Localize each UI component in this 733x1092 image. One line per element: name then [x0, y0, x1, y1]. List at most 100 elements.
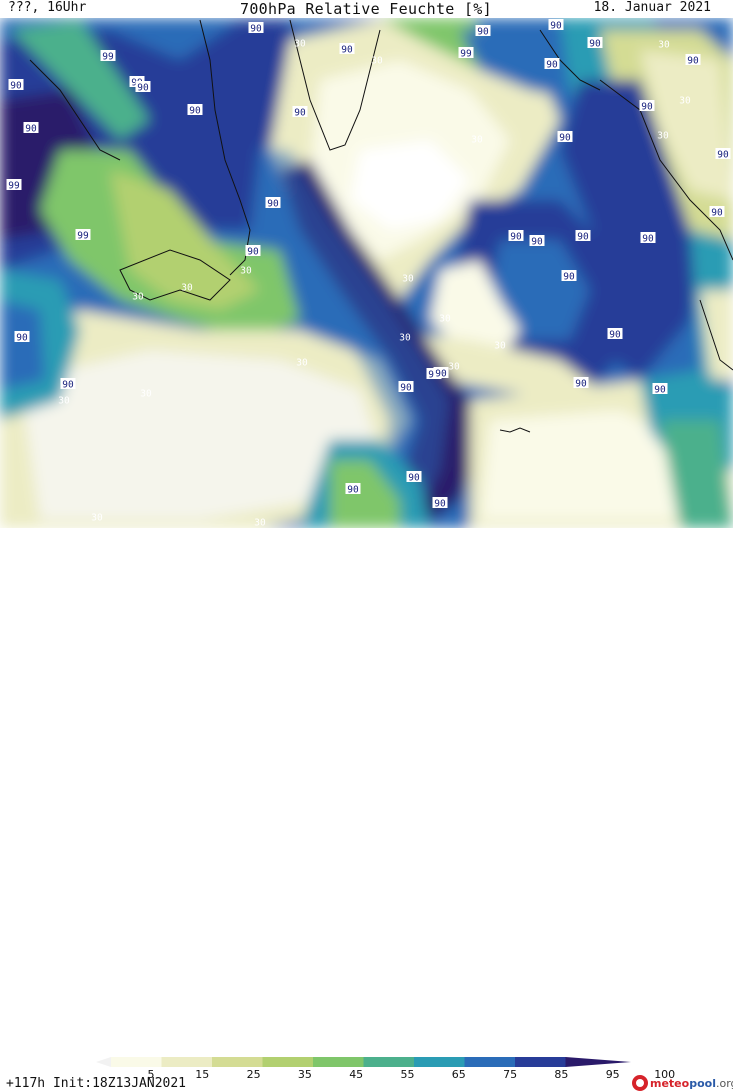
contour-label: 30 [439, 314, 451, 325]
colorbar-swatch [464, 1057, 516, 1067]
contour-label: 30 [181, 283, 193, 294]
contour-label-text: 30 [132, 292, 144, 303]
colorbar-swatch [262, 1057, 314, 1067]
contour-label: 30 [658, 40, 670, 51]
contour-label-text: 30 [658, 40, 670, 51]
colorbar-swatch [515, 1057, 566, 1067]
contour-label-bg [245, 245, 261, 256]
contour-label: 90 [292, 106, 308, 119]
contour-label-text: 90 [654, 385, 666, 396]
colorbar-swatch [414, 1057, 465, 1067]
contour-label-text: 30 [402, 274, 414, 285]
contour-label-bg [345, 483, 361, 494]
contour-label-text: 99 [460, 49, 472, 60]
contour-label: 90 [709, 206, 725, 219]
europe-coast [699, 299, 733, 371]
humidity-field: 9090903090309090903099999090909990909090… [0, 18, 733, 528]
contour-label-bg [14, 331, 30, 342]
colorbar-swatch [363, 1057, 415, 1067]
brand-part-2: pool [689, 1076, 716, 1090]
humidity-shading [0, 18, 733, 528]
greenland-coast [289, 19, 381, 151]
contour-label-bg [544, 58, 560, 69]
contour-label-text: 90 [434, 499, 446, 510]
contour-label-text: 90 [563, 272, 575, 283]
contour-label-text: 30 [657, 131, 669, 142]
contour-label: 90 [432, 497, 448, 510]
forecast-date-label: 18. Januar 2021 [593, 0, 711, 15]
contour-label: 90 [345, 483, 361, 496]
norway-coast [599, 79, 733, 261]
colorbar-tick: 85 [554, 1068, 569, 1081]
colorbar-tick: 75 [503, 1068, 518, 1081]
contour-label-bg [8, 79, 24, 90]
contour-label-bg [432, 497, 448, 508]
meteopool-logo[interactable]: meteo pool .org [632, 1074, 733, 1092]
contour-label: 30 [371, 56, 383, 67]
contour-label-text: 90 [189, 106, 201, 117]
contour-label: 90 [573, 377, 589, 390]
contour-label: 90 [652, 383, 668, 396]
contour-label-text: 90 [642, 234, 654, 245]
coastlines [29, 19, 733, 433]
contour-label-bg [23, 122, 39, 133]
azores-coast [499, 427, 531, 433]
contour-label: 90 [548, 19, 564, 32]
contour-label: 30 [58, 396, 70, 407]
contour-label-text: 30 [296, 358, 308, 369]
footer: 5 15 25 35 45 55 65 75 85 95 100 +117h Init:18Z13J… [0, 528, 733, 1091]
contour-label: 30 [471, 135, 483, 146]
colorbar [96, 1057, 631, 1067]
contour-label-bg [508, 230, 524, 241]
contour-label: 30 [657, 131, 669, 142]
chart-header: ???, 16Uhr 700hPa Relative Feuchte [%] 1… [0, 0, 733, 18]
contour-label-text: 90 [400, 383, 412, 394]
contour-label-bg [652, 383, 668, 394]
colorbar-swatch [161, 1057, 213, 1067]
contour-label-text: 30 [58, 396, 70, 407]
contour-label-bg [292, 106, 308, 117]
contour-label-bg [548, 19, 564, 30]
contour-label: 90 [265, 197, 281, 210]
contour-label-text: 90 [16, 333, 28, 344]
contour-label: 30 [294, 39, 306, 50]
forecast-time-label: ???, 16Uhr [8, 0, 87, 15]
contour-label-bg [640, 232, 656, 243]
contour-label: 30 [140, 389, 152, 400]
contour-label-text: 99 [102, 52, 114, 63]
colorbar-swatch [313, 1057, 364, 1067]
contour-label-text: 30 [294, 39, 306, 50]
iceland-coast [539, 29, 601, 91]
contour-label-bg [607, 328, 623, 339]
contour-label-bg [75, 229, 91, 240]
humidity-map: 9090903090309090903099999090909990909090… [0, 18, 733, 528]
contour-label-text: 90 [137, 83, 149, 94]
contour-label: 90 [575, 230, 591, 243]
contour-label: 90 [561, 270, 577, 283]
contour-label-bg [6, 179, 22, 190]
contour-label-text: 90 [10, 81, 22, 92]
contour-label-text: 90 [294, 108, 306, 119]
contour-label-text: 90 [341, 45, 353, 56]
contour-label: 90 [433, 367, 449, 380]
contour-label-text: 90 [717, 150, 729, 161]
colorbar-tick: 95 [605, 1068, 620, 1081]
contour-label-text: 90 [559, 133, 571, 144]
contour-label: 99 [100, 50, 116, 63]
contour-label-text: 90 [577, 232, 589, 243]
contour-label-bg [248, 22, 264, 33]
contour-label-text: 90 [589, 39, 601, 50]
contour-labels: 9090903090309090903099999090909990909090… [2, 18, 731, 528]
contour-label: 90 [685, 54, 701, 67]
contour-label: 90 [248, 22, 264, 35]
contour-label: 90 [245, 245, 261, 258]
contour-label: 30 [494, 341, 506, 352]
contour-label-text: 90 [25, 124, 37, 135]
contour-label-text: 30 [140, 389, 152, 400]
contour-label-text: 90 [477, 27, 489, 38]
contour-label-text: 30 [181, 283, 193, 294]
contour-label-bg [339, 43, 355, 54]
brand-part-3: .org [715, 1076, 733, 1090]
colorbar-swatch [212, 1057, 263, 1067]
contour-label-bg [458, 47, 474, 58]
